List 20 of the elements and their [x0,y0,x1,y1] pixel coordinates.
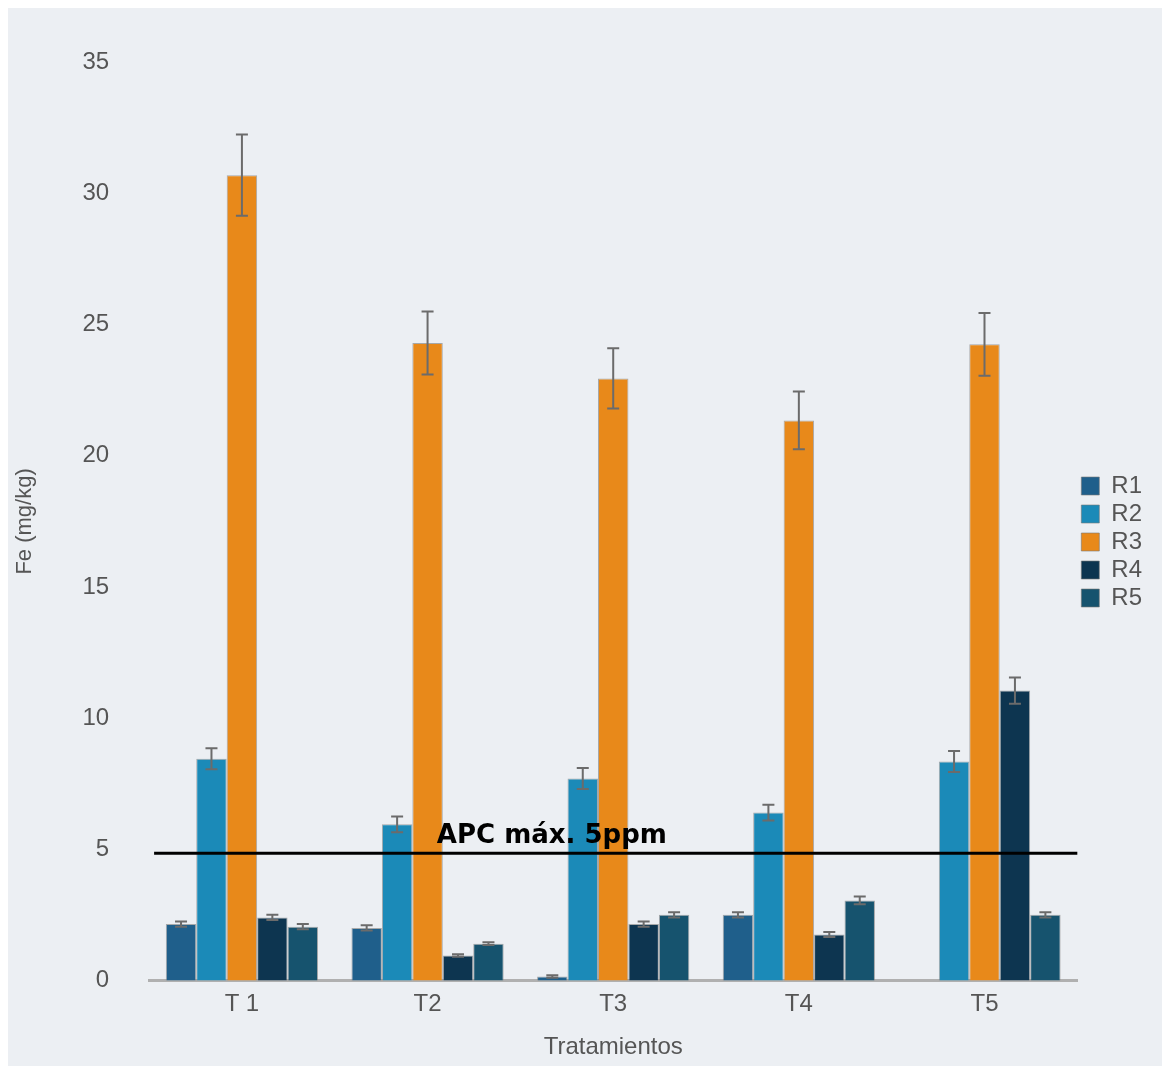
x-axis-title: Tratamientos [543,1032,683,1060]
y-tick-label: 30 [82,178,110,206]
y-tick-label: 35 [82,47,110,75]
x-tick-label: T3 [599,989,628,1017]
legend-label: R4 [1111,554,1143,582]
legend-label: R5 [1111,582,1143,610]
x-tick-label: T5 [970,989,999,1017]
legend-label: R1 [1111,470,1143,498]
y-tick-label: 0 [95,965,110,993]
x-tick-label: T4 [784,989,813,1017]
x-tick-label: T 1 [224,989,260,1017]
x-tick-label: T2 [413,989,442,1017]
y-tick-label: 5 [95,833,110,861]
y-tick-label: 10 [82,702,110,730]
y-tick-label: 25 [82,309,110,337]
y-tick-label: 20 [82,440,110,468]
legend-label: R3 [1111,526,1143,554]
y-axis-title: Fe (mg/kg) [11,468,37,575]
legend-label: R2 [1111,498,1143,526]
y-tick-label: 15 [82,571,110,599]
